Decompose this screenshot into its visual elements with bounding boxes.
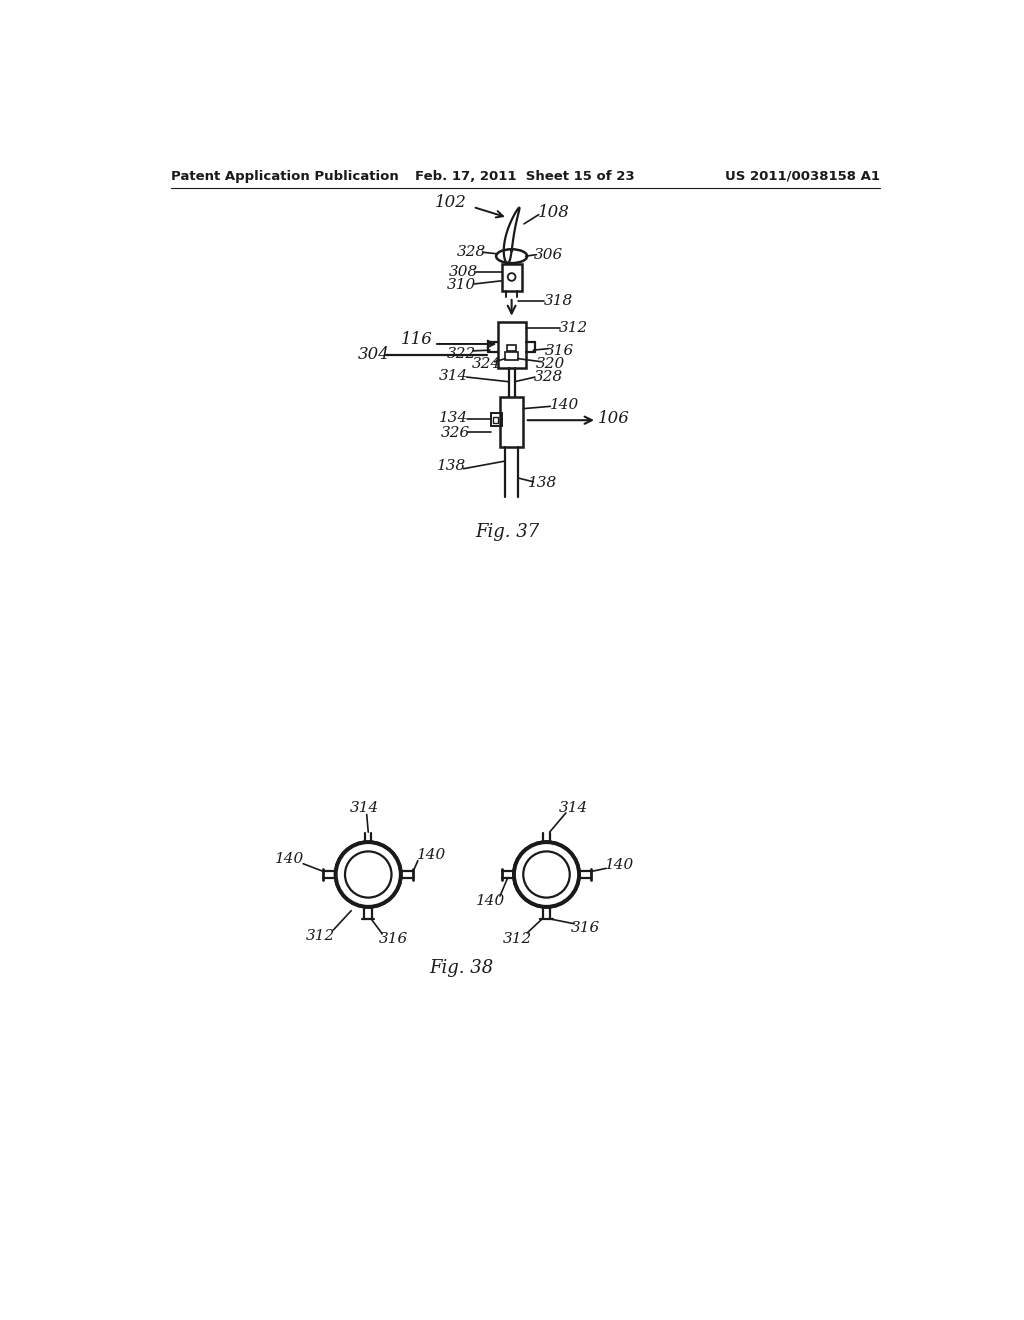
Text: 316: 316 (545, 345, 574, 358)
Bar (502, 264, 521, 290)
Text: 308: 308 (449, 264, 478, 279)
Text: 138: 138 (528, 477, 557, 490)
Bar (490, 413, 502, 425)
Text: 140: 140 (605, 858, 634, 873)
Text: 328: 328 (535, 370, 563, 384)
Text: 140: 140 (274, 853, 304, 866)
Text: 316: 316 (570, 921, 600, 936)
Bar (493, 417, 498, 422)
Circle shape (337, 843, 400, 906)
Text: 116: 116 (401, 331, 433, 348)
Text: Fig. 38: Fig. 38 (429, 960, 494, 977)
Text: 140: 140 (417, 849, 446, 862)
Circle shape (515, 843, 579, 906)
Text: 316: 316 (379, 932, 408, 946)
Text: 140: 140 (476, 895, 505, 908)
Circle shape (345, 851, 391, 898)
Circle shape (523, 851, 569, 898)
Text: Fig. 37: Fig. 37 (475, 523, 540, 541)
Bar (500, 397, 523, 447)
Text: 314: 314 (559, 800, 588, 814)
Text: US 2011/0038158 A1: US 2011/0038158 A1 (725, 169, 880, 182)
Text: 310: 310 (446, 279, 476, 293)
Text: 134: 134 (439, 411, 468, 425)
Text: 320: 320 (536, 356, 565, 371)
Text: 318: 318 (544, 294, 572, 308)
Bar (507, 345, 516, 351)
Text: 314: 314 (439, 368, 468, 383)
Text: 304: 304 (357, 346, 389, 363)
Text: 312: 312 (559, 321, 588, 335)
Bar (506, 352, 518, 360)
Text: 322: 322 (446, 347, 476, 360)
Text: 324: 324 (472, 356, 502, 371)
Text: 306: 306 (535, 248, 563, 261)
Text: 312: 312 (305, 929, 335, 942)
Text: 108: 108 (539, 203, 570, 220)
Text: 138: 138 (436, 459, 466, 474)
Text: 326: 326 (441, 426, 470, 441)
Text: 314: 314 (350, 800, 379, 814)
Text: 328: 328 (457, 244, 486, 259)
Bar (498, 322, 525, 368)
Text: 312: 312 (503, 932, 531, 946)
Text: 140: 140 (550, 397, 579, 412)
Text: 106: 106 (598, 411, 630, 428)
Text: Patent Application Publication: Patent Application Publication (171, 169, 398, 182)
Text: 102: 102 (435, 194, 467, 211)
Text: Feb. 17, 2011  Sheet 15 of 23: Feb. 17, 2011 Sheet 15 of 23 (415, 169, 635, 182)
